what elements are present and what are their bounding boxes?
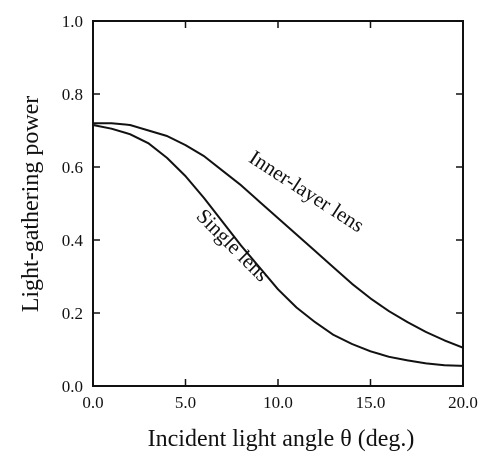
x-tick-label: 0.0 (82, 393, 103, 412)
y-tick-label: 0.8 (62, 85, 83, 104)
plot-frame (92, 20, 464, 387)
series-line-single-lens (92, 124, 464, 367)
y-tick-label: 1.0 (62, 12, 83, 31)
x-axis-title: Incident light angle θ (deg.) (148, 426, 415, 452)
series-layer (92, 122, 464, 367)
curve-label-single-lens: Single lens (192, 204, 275, 287)
x-tick-label: 15.0 (356, 393, 386, 412)
series-line-inner-layer-lens (92, 122, 464, 349)
x-tick-label: 5.0 (175, 393, 196, 412)
y-tick-label: 0.4 (62, 231, 84, 250)
x-tick-label: 20.0 (448, 393, 478, 412)
curve-label-inner-layer-lens: Inner-layer lens (245, 145, 369, 237)
x-tick-label: 10.0 (263, 393, 293, 412)
ticks-layer: 0.0 5.0 10.0 15.0 20.0 0.0 0.2 0.4 0.6 0.8 1.0 (62, 12, 478, 412)
y-tick-label: 0.0 (62, 377, 83, 396)
y-axis-title: Light-gathering power (18, 96, 44, 313)
y-tick-label: 0.6 (62, 158, 83, 177)
y-tick-label: 0.2 (62, 304, 83, 323)
